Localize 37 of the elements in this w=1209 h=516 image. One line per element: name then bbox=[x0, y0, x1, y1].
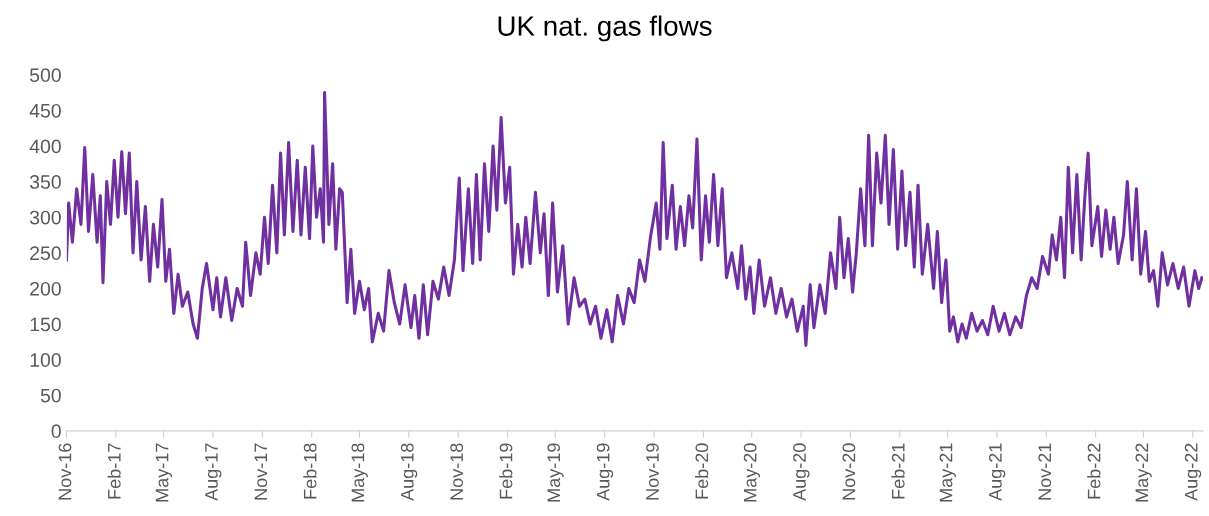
x-tick-label: Feb-19 bbox=[499, 443, 513, 499]
y-tick-label: 50 bbox=[40, 388, 61, 403]
x-tick-label: Feb-22 bbox=[1087, 443, 1101, 499]
x-tick-label: Aug-22 bbox=[1184, 443, 1202, 501]
y-tick-label: 450 bbox=[29, 103, 61, 118]
x-tick-label: Nov-19 bbox=[646, 443, 659, 500]
x-tick-label: Feb-20 bbox=[694, 443, 709, 499]
y-tick-label: 250 bbox=[30, 246, 61, 261]
y-tick-label: 200 bbox=[30, 281, 61, 296]
y-tick-label: 100 bbox=[30, 353, 61, 367]
x-tick-label: Aug-18 bbox=[400, 443, 418, 501]
chart-title: UK nat. gas flows bbox=[498, 15, 712, 42]
y-tick-label: 500 bbox=[29, 68, 61, 83]
y-tick-label: 350 bbox=[29, 175, 61, 189]
y-tick-label: 0 bbox=[51, 424, 61, 439]
y-tick-label: 300 bbox=[29, 210, 61, 225]
x-tick-label: May-17 bbox=[155, 443, 173, 502]
y-tick-label: 400 bbox=[29, 139, 61, 154]
x-tick-label: May-18 bbox=[351, 443, 368, 502]
x-tick-label: May-21 bbox=[939, 443, 956, 502]
line-series bbox=[66, 91, 1203, 347]
x-tick-label: Nov-20 bbox=[842, 443, 856, 500]
x-tick-label: Aug-19 bbox=[596, 443, 614, 501]
x-tick-label: Feb-21 bbox=[891, 443, 905, 499]
x-tick-label: May-22 bbox=[1135, 443, 1152, 502]
x-tick-label: Nov-17 bbox=[254, 443, 268, 500]
x-tick-label: Nov-21 bbox=[1038, 443, 1052, 500]
x-tick-label: Aug-21 bbox=[988, 443, 1006, 501]
x-tick-label: Nov-18 bbox=[450, 443, 464, 500]
x-tick-label: Feb-18 bbox=[303, 443, 317, 499]
x-tick-label: Feb-17 bbox=[107, 443, 121, 499]
x-tick-label: Aug-20 bbox=[793, 443, 810, 501]
x-tick-label: Nov-16 bbox=[58, 443, 72, 500]
y-tick-label: 150 bbox=[30, 317, 61, 332]
x-tick-label: May-19 bbox=[547, 443, 564, 502]
x-tick-label: Aug-17 bbox=[205, 443, 222, 501]
x-tick-label: May-20 bbox=[743, 443, 761, 502]
